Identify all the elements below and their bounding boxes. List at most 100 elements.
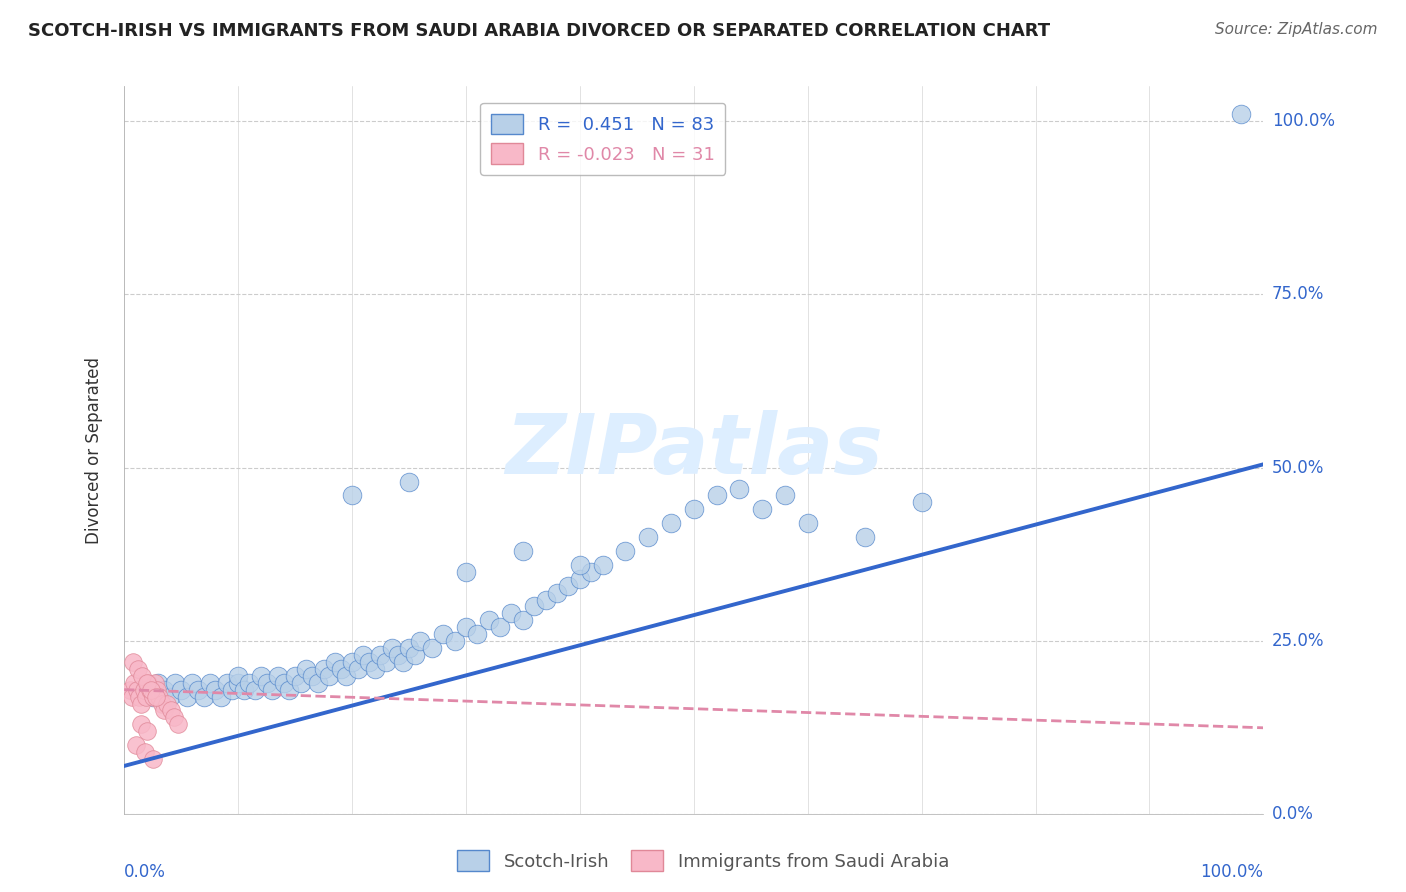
Point [301,669,323,683]
Point [221,682,243,697]
Point [145,690,167,704]
Point [340,655,363,669]
Point [125,682,148,697]
Point [290,675,312,690]
Point [143,675,166,690]
Point [136,675,159,690]
Point [135,675,157,690]
Legend: Scotch-Irish, Immigrants from Saudi Arabia: Scotch-Irish, Immigrants from Saudi Arab… [450,843,956,879]
Point [512,613,534,627]
Point [134,745,156,759]
Point [501,607,523,621]
Point [706,488,728,502]
Point [911,495,934,509]
Point [381,641,404,656]
Point [153,682,176,697]
Point [318,669,340,683]
Point [209,690,232,704]
Point [387,648,409,662]
Point [148,690,170,704]
Point [404,648,426,662]
Point [163,710,186,724]
Point [853,530,876,544]
Point [796,516,818,531]
Point [135,682,157,697]
Point [127,662,149,676]
Point [568,572,591,586]
Point [454,620,477,634]
Point [121,690,143,704]
Text: 100.0%: 100.0% [1201,863,1264,881]
Point [534,592,557,607]
Point [682,502,704,516]
Text: Source: ZipAtlas.com: Source: ZipAtlas.com [1215,22,1378,37]
Point [267,669,290,683]
Point [340,488,363,502]
Point [659,516,682,531]
Point [139,682,162,697]
Point [135,690,157,704]
Point [159,690,181,704]
Point [150,697,173,711]
Point [262,682,284,697]
Point [256,675,278,690]
Legend: R =  0.451   N = 83, R = -0.023   N = 31: R = 0.451 N = 83, R = -0.023 N = 31 [479,103,725,175]
Point [156,697,179,711]
Point [170,682,193,697]
Point [142,752,165,766]
Point [465,627,488,641]
Point [128,690,150,704]
Point [312,662,335,676]
Point [443,634,465,648]
Point [359,655,381,669]
Point [135,724,157,739]
Point [329,662,352,676]
Point [307,675,329,690]
Point [165,675,187,690]
Point [295,662,318,676]
Point [166,717,188,731]
Text: SCOTCH-IRISH VS IMMIGRANTS FROM SAUDI ARABIA DIVORCED OR SEPARATED CORRELATION C: SCOTCH-IRISH VS IMMIGRANTS FROM SAUDI AR… [28,22,1050,40]
Point [160,703,183,717]
Point [243,682,266,697]
Point [346,662,368,676]
Point [176,690,198,704]
Point [122,655,145,669]
Point [637,530,659,544]
Point [728,482,751,496]
Point [557,579,579,593]
Point [592,558,614,572]
Point [118,682,141,697]
Point [478,613,501,627]
Point [232,682,254,697]
Point [581,565,603,579]
Point [523,599,546,614]
Point [512,544,534,558]
Point [398,475,420,489]
Point [489,620,512,634]
Point [142,690,165,704]
Point [546,585,568,599]
Point [1229,107,1251,121]
Point [131,669,153,683]
Point [364,662,387,676]
Point [323,655,346,669]
Point [614,544,637,558]
Text: ZIPatlas: ZIPatlas [505,410,883,491]
Point [773,488,796,502]
Point [238,675,260,690]
Point [751,502,773,516]
Text: 100.0%: 100.0% [1272,112,1334,130]
Point [124,738,146,752]
Point [335,669,357,683]
Point [193,690,215,704]
Point [132,682,155,697]
Point [129,697,152,711]
Point [153,703,176,717]
Point [392,655,415,669]
Point [352,648,374,662]
Point [250,669,273,683]
Text: 50.0%: 50.0% [1272,458,1324,476]
Point [129,717,152,731]
Point [370,648,392,662]
